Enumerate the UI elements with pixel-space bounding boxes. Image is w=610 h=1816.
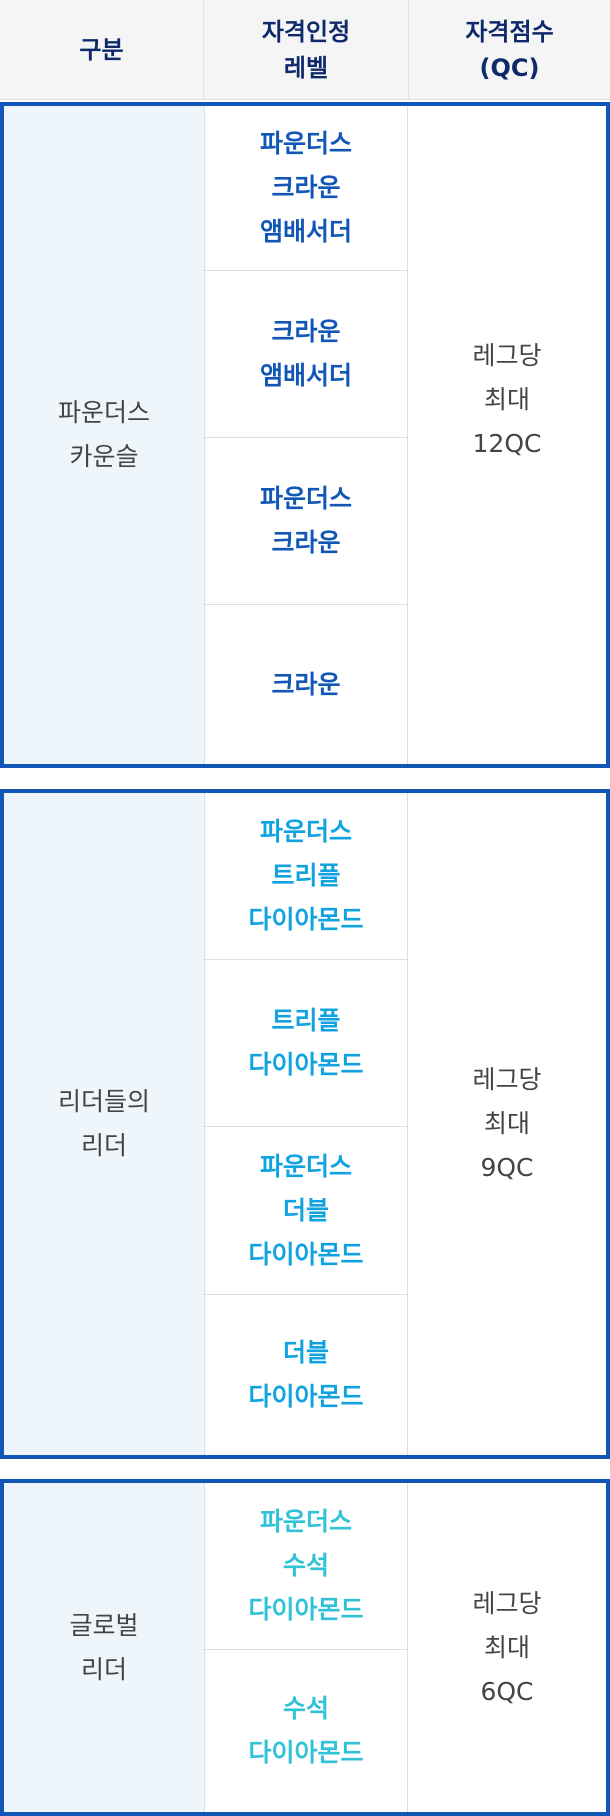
- group-category: 파운더스 카운슬: [4, 106, 204, 764]
- group-score: 레그당 최대 6QC: [472, 1588, 542, 1706]
- header-category: 구분: [79, 36, 124, 64]
- group-leaders-of-leaders: 리더들의 리더 파운더스 트리플 다이아몬드 트리플 다이아몬드 파운더스 더블…: [0, 789, 610, 1459]
- group-founders-council: 파운더스 카운슬 파운더스 크라운 앰배서더 크라운 앰배서더 파운더스 크라운…: [0, 102, 610, 768]
- level-cell: 트리플 다이아몬드: [205, 959, 407, 1126]
- group-global-leader: 글로벌 리더 파운더스 수석 다이아몬드 수석 다이아몬드 레그당 최대 6QC: [0, 1479, 610, 1816]
- level-cell: 파운더스 트리플 다이아몬드: [248, 817, 364, 934]
- header-score: 자격점수 (QC): [408, 0, 610, 100]
- level-cell: 크라운: [205, 604, 407, 764]
- group-category: 리더들의 리더: [4, 793, 204, 1455]
- level-cell: 파운더스 크라운: [205, 437, 407, 604]
- level-cell: 파운더스 더블 다이아몬드: [205, 1126, 407, 1294]
- level-cell: 파운더스 수석 다이아몬드: [248, 1507, 364, 1624]
- level-cell: 크라운 앰배서더: [205, 270, 407, 437]
- level-cell: 수석 다이아몬드: [205, 1649, 407, 1812]
- group-score: 레그당 최대 12QC: [472, 341, 542, 458]
- level-list: 파운더스 트리플 다이아몬드 트리플 다이아몬드 파운더스 더블 다이아몬드 더…: [204, 793, 408, 1455]
- level-cell: 파운더스 크라운 앰배서더: [259, 129, 352, 246]
- level-list: 파운더스 수석 다이아몬드 수석 다이아몬드: [204, 1483, 408, 1812]
- header-level: 자격인정 레벨: [203, 0, 408, 100]
- group-score: 레그당 최대 9QC: [472, 1065, 542, 1182]
- level-cell: 더블 다이아몬드: [205, 1294, 407, 1455]
- table-header: 구분 자격인정 레벨 자격점수 (QC): [0, 0, 610, 100]
- level-list: 파운더스 크라운 앰배서더 크라운 앰배서더 파운더스 크라운 크라운: [204, 106, 408, 764]
- group-category: 글로벌 리더: [4, 1483, 204, 1812]
